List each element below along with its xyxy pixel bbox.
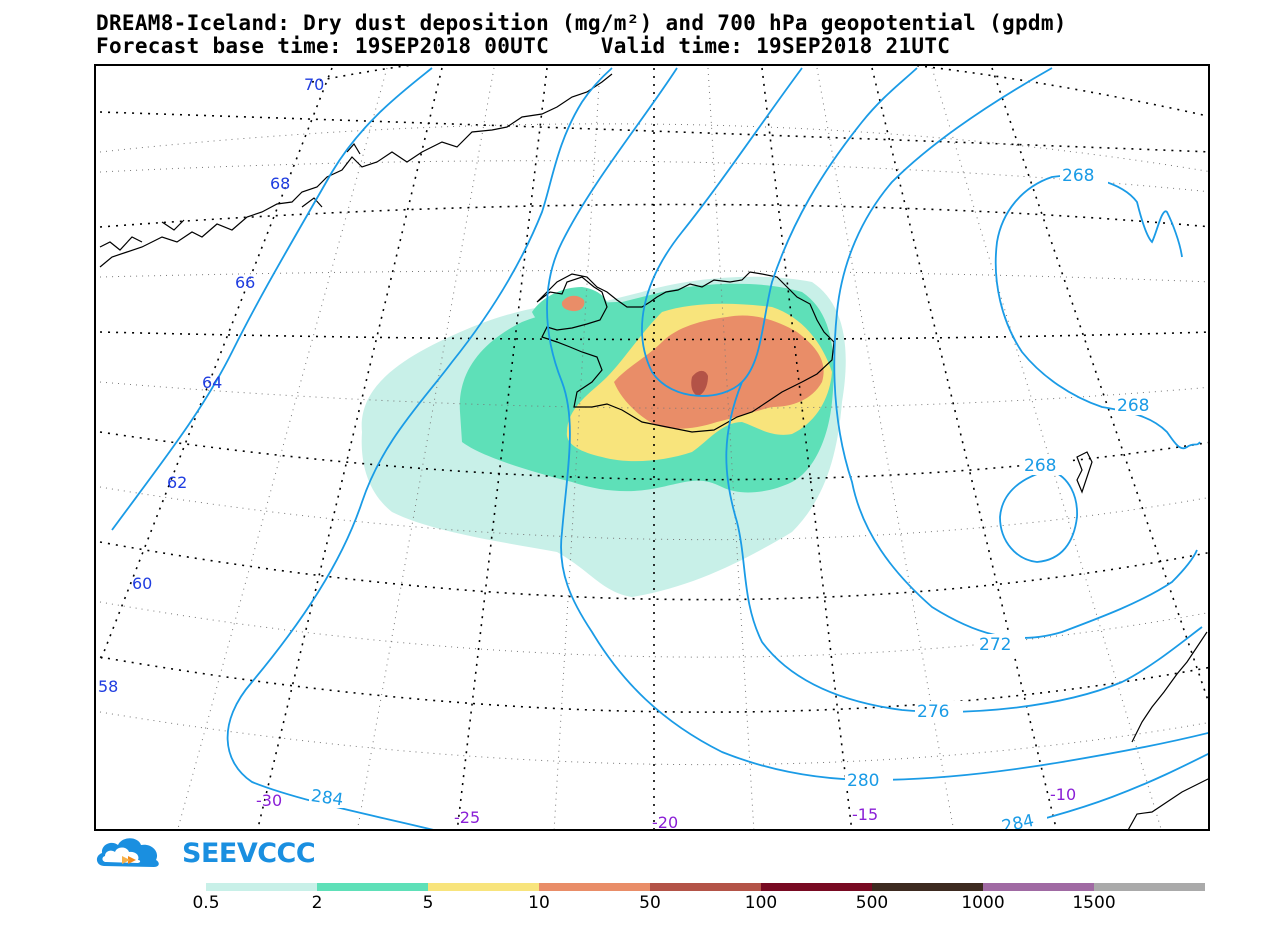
meridian-minus-15 [761, 67, 853, 829]
colorbar-swatch [206, 883, 317, 891]
meridian-minus-25 [456, 67, 548, 829]
lat-label: 70 [304, 75, 324, 94]
contour-label: 272 [979, 635, 1011, 655]
iceland-coast [536, 271, 835, 433]
lat-label: 64 [202, 373, 222, 392]
contour-label: 268 [1117, 396, 1149, 416]
contour-268-lower [999, 469, 1078, 563]
colorbar-label: 500 [855, 893, 889, 913]
colorbar-swatch [317, 883, 428, 891]
greenland-coast-detail [99, 142, 361, 251]
contour-label: 284 [1000, 811, 1036, 831]
parallel-59 [99, 601, 1208, 658]
contour-268-upper [994, 174, 1201, 450]
contour-label: 268 [1062, 166, 1094, 186]
dust-level-10-nw-peninsula [561, 295, 585, 312]
colorbar-swatch [1094, 883, 1205, 891]
norway-coast [1127, 631, 1208, 829]
colorbar-swatch [761, 883, 872, 891]
parallel-62 [99, 431, 1208, 481]
longitude-labels: -30 -25 -20 -15 -10 [256, 785, 1076, 831]
parallel-66 [99, 203, 1208, 228]
longitude-grid [99, 67, 1208, 829]
parallel-69 [99, 123, 1208, 172]
meridian-minus-30 [256, 67, 443, 829]
lat-label: 68 [270, 174, 290, 193]
colorbar-label: 0.5 [192, 893, 220, 913]
map-canvas: 268 268 268 272 276 280 284 284 70 68 66… [98, 66, 1208, 831]
contour-label: 284 [310, 786, 345, 810]
colorbar-swatch [872, 883, 983, 891]
coastlines [99, 73, 1208, 829]
parallel-67 [99, 160, 1208, 193]
colorbar-label: 5 [422, 893, 434, 913]
meridian-minus-7 [931, 67, 1162, 829]
colorbar [206, 883, 1205, 891]
colorbar-swatch [983, 883, 1094, 891]
contour-labels: 268 268 268 272 276 280 284 284 [309, 164, 1163, 831]
contour-284-west [226, 67, 613, 829]
parallel-58 [99, 656, 1208, 713]
lon-label: -15 [852, 805, 878, 824]
contour-276 [641, 67, 1203, 713]
greenland-coast [99, 73, 613, 268]
logo [96, 838, 159, 867]
dust-deposition-fill [361, 276, 846, 597]
chart-title-line-1: DREAM8-Iceland: Dry dust deposition (mg/… [96, 11, 1067, 35]
colorbar-label: 100 [744, 893, 778, 913]
lat-label: 66 [235, 273, 255, 292]
lon-label: -25 [454, 808, 480, 827]
lon-label: -20 [652, 813, 678, 831]
meridian-minus-10 [871, 67, 1058, 829]
lat-label: 62 [167, 473, 187, 492]
parallel-70 [311, 66, 1208, 117]
meridian-minus-32 [177, 67, 388, 829]
colorbar-swatch [650, 883, 761, 891]
latitude-labels: 70 68 66 64 62 60 58 [98, 75, 324, 696]
colorbar-label: 10 [528, 893, 550, 913]
contour-label: 280 [847, 771, 879, 791]
parallel-68 [99, 111, 1208, 153]
lon-label: -10 [1050, 785, 1076, 804]
contour-label: 276 [917, 702, 949, 722]
lon-label: -30 [256, 791, 282, 810]
lat-label: 60 [132, 574, 152, 593]
geopotential-contours [111, 67, 1208, 829]
faroe-islands [1076, 451, 1093, 494]
parallel-57 [99, 711, 1208, 766]
latitude-grid [99, 66, 1208, 713]
colorbar-label: 50 [639, 893, 661, 913]
contour-label: 268 [1024, 456, 1056, 476]
cloud-icon [96, 838, 159, 867]
contour-272 [833, 67, 1198, 639]
dust-level-10 [614, 315, 824, 429]
colorbar-swatch [428, 883, 539, 891]
colorbar-label: 1000 [961, 893, 1005, 913]
lat-label: 58 [98, 677, 118, 696]
meridian-minus-5 [991, 67, 1208, 703]
meridian-minus-35 [99, 67, 333, 663]
logo-text: SEEVCCC [182, 838, 316, 869]
colorbar-label: 1500 [1072, 893, 1116, 913]
dust-level-50 [691, 370, 708, 396]
contour-westmost [111, 67, 433, 531]
contour-280 [546, 67, 1208, 781]
colorbar-swatch [539, 883, 650, 891]
chart-title-line-2: Forecast base time: 19SEP2018 00UTC Vali… [96, 34, 951, 58]
parallel-60 [99, 541, 1208, 601]
colorbar-label: 2 [311, 893, 323, 913]
longitude-grid-fine [177, 67, 1162, 829]
parallel-63 [99, 381, 1208, 409]
map-panel: 268 268 268 272 276 280 284 284 70 68 66… [94, 64, 1210, 831]
